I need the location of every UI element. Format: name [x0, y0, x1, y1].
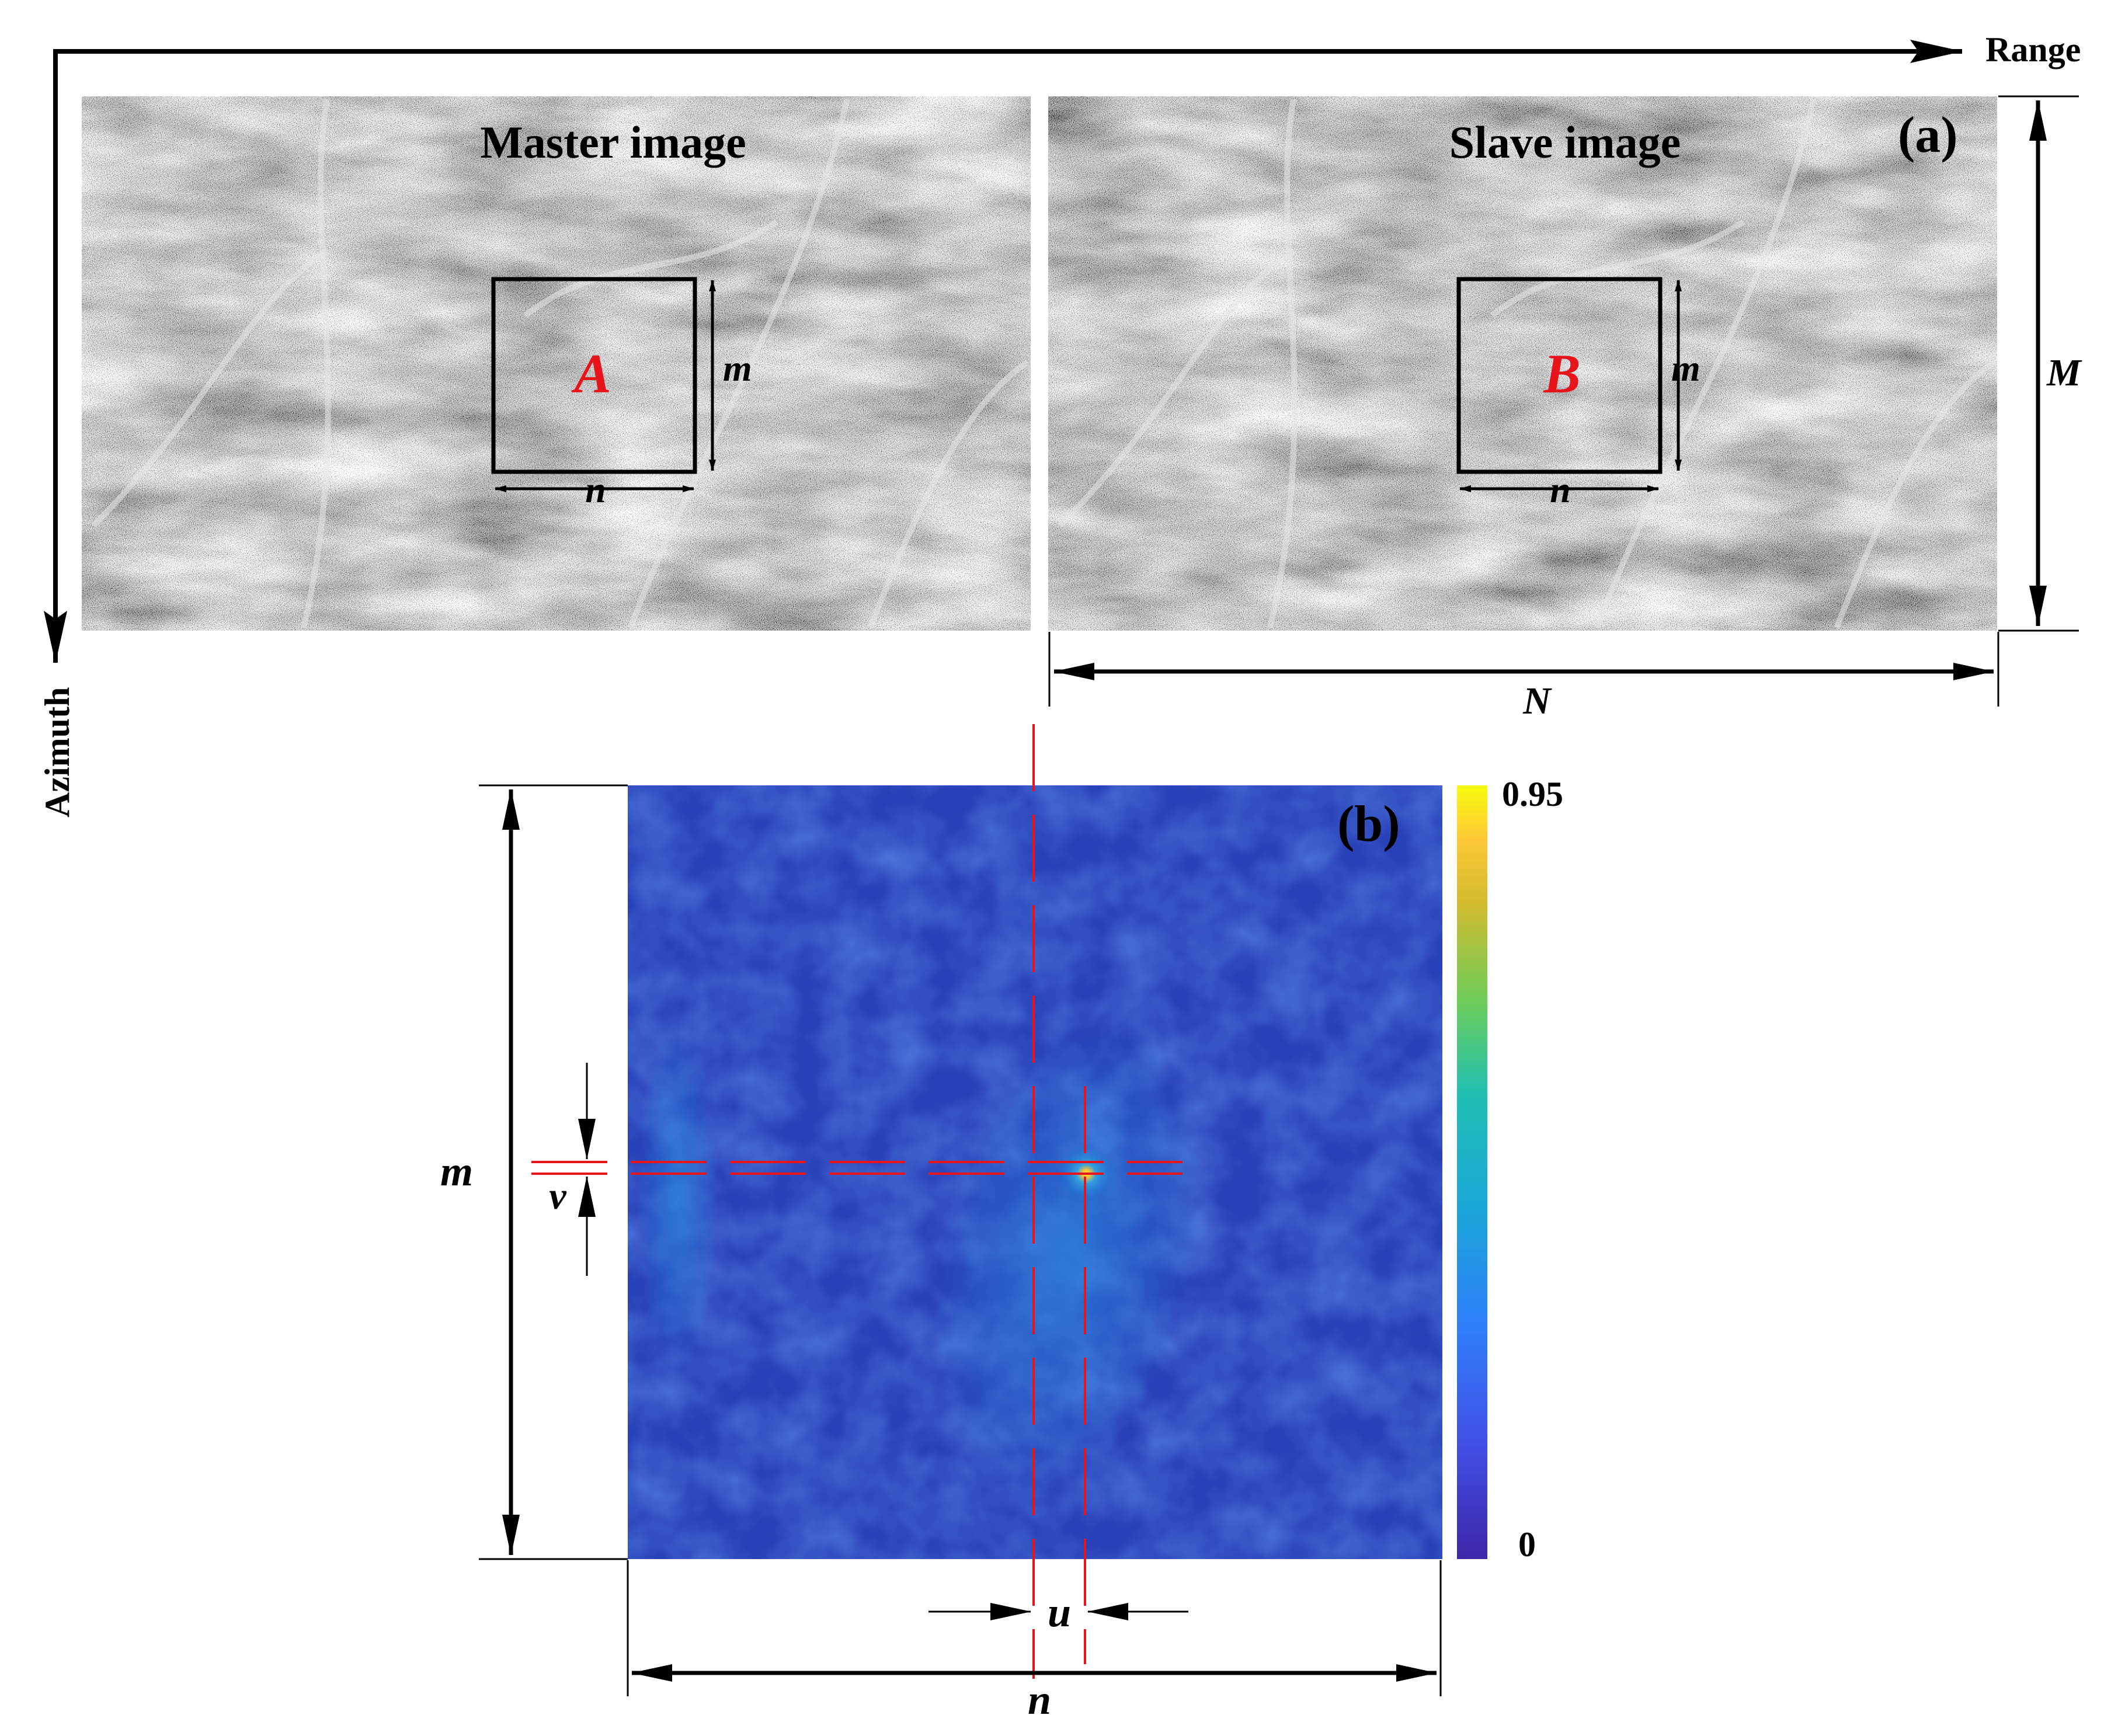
slave-title: Slave image [1449, 117, 1681, 168]
window-b-height-label: m [1671, 347, 1700, 389]
azimuth-offset-marker: v [549, 1063, 596, 1276]
slave-image: Slave image (a) B m n [1048, 96, 1997, 631]
panel-b-tag: (b) [1337, 796, 1400, 853]
window-a-height-label: m [723, 347, 752, 389]
master-title: Master image [480, 117, 746, 168]
correlation-heatmap: (b) [628, 785, 1442, 1559]
window-a-box [491, 277, 697, 474]
heatmap-width-dimension: n [627, 1560, 1442, 1723]
panel-a-tag: (a) [1898, 107, 1958, 163]
window-b-width-label: n [1550, 469, 1571, 510]
heatmap-height-label: m [440, 1148, 473, 1195]
colorbar-max-label: 0.95 [1502, 775, 1563, 813]
colorbar-min-label: 0 [1518, 1525, 1536, 1564]
azimuth-offset-label: v [549, 1175, 566, 1217]
heatmap-height-dimension: m [440, 784, 628, 1560]
window-a-width-label: n [585, 469, 606, 510]
image-height-label: M [2046, 352, 2082, 394]
image-width-label: N [1522, 680, 1552, 722]
peak-crosshair [531, 724, 1183, 1679]
range-offset-label: u [1048, 1589, 1071, 1636]
master-image: Master image A m n [82, 96, 1031, 631]
colorbar: 0.95 0 [1457, 775, 1563, 1564]
image-height-dimension: M [1998, 95, 2082, 632]
heatmap-width-label: n [1028, 1676, 1051, 1723]
range-offset-marker: u [928, 1589, 1188, 1636]
window-b-label: B [1543, 343, 1580, 405]
window-b-box [1456, 277, 1663, 474]
range-label: Range [1985, 30, 2081, 69]
window-a-label: A [571, 343, 611, 405]
image-width-dimension: N [1048, 632, 1999, 722]
azimuth-axis: Azimuth [38, 49, 76, 817]
azimuth-label: Azimuth [38, 687, 76, 817]
range-axis: Range [55, 30, 2081, 69]
